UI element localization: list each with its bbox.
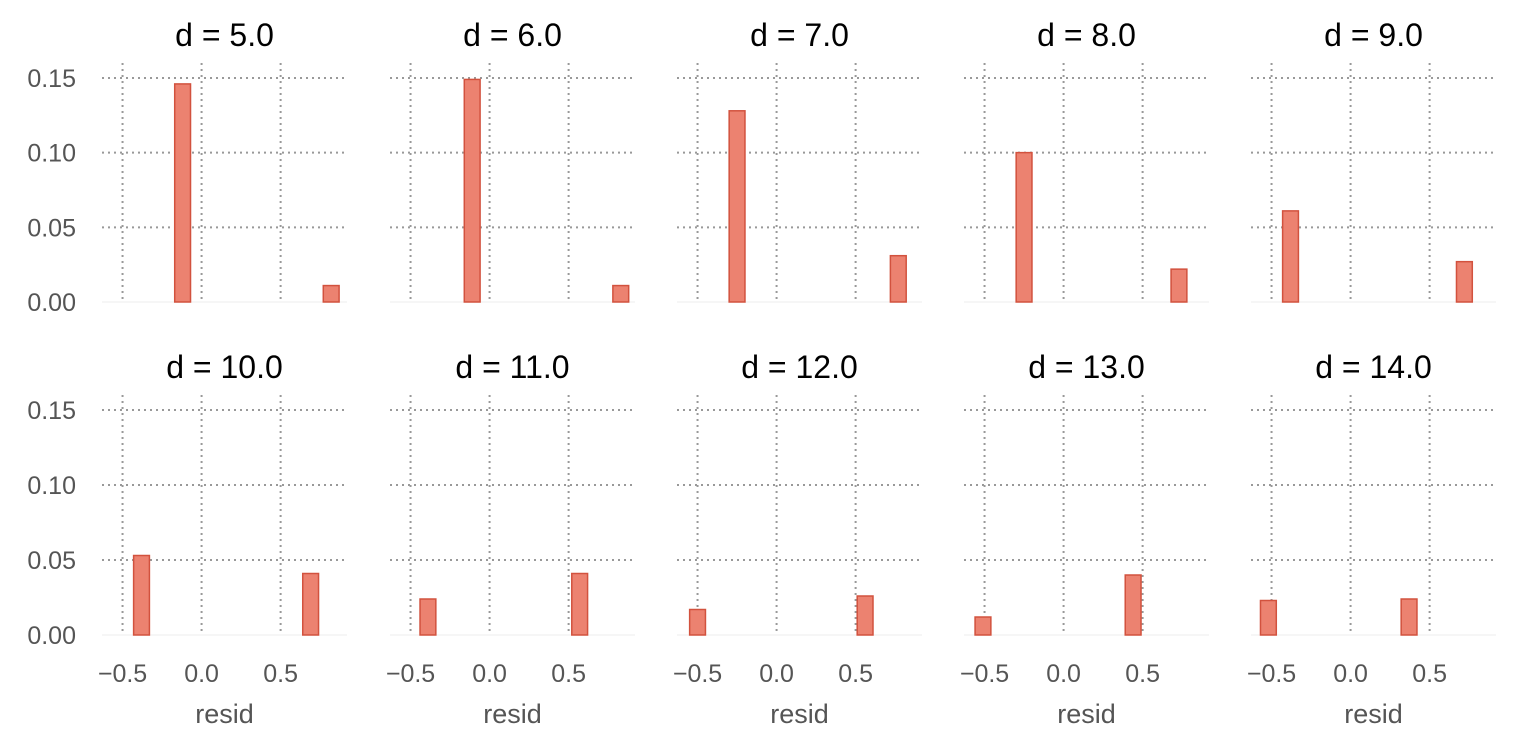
x-tick-label: 0.0 — [759, 660, 794, 688]
panel-title: d = 10.0 — [166, 349, 283, 385]
x-axis-label: resid — [1344, 699, 1403, 729]
y-tick-label: 0.10 — [27, 140, 76, 168]
panel-title: d = 6.0 — [463, 17, 562, 53]
y-tick-label: 0.00 — [27, 622, 76, 650]
x-tick-label: −0.5 — [98, 660, 147, 688]
histogram-bar — [688, 608, 707, 636]
panel-title: d = 11.0 — [455, 349, 569, 385]
panel-5: d = 9.0 — [1251, 17, 1496, 303]
histogram-bar — [1455, 260, 1474, 303]
panel-1: d = 5.0 0.00 0.05 0.10 0.15 — [27, 17, 347, 317]
histogram-bar — [1259, 599, 1278, 636]
x-tick-label: 0.0 — [1333, 660, 1368, 688]
histogram-bar — [1170, 268, 1188, 303]
x-tick-label: −0.5 — [673, 660, 722, 688]
histogram-bar — [612, 284, 630, 303]
panel-6: d = 10.0 0.00 0.05 0.10 0.15 −0.5 0.0 0.5 resid — [27, 349, 347, 729]
x-tick-label: −0.5 — [386, 660, 435, 688]
histogram-bar — [1400, 598, 1418, 636]
x-tick-label: 0.5 — [551, 660, 586, 688]
histogram-bar — [1124, 574, 1142, 636]
panel-4: d = 8.0 — [964, 17, 1209, 303]
x-tick-label: 0.5 — [263, 660, 298, 688]
panel-title: d = 13.0 — [1028, 349, 1145, 385]
panel-10: d = 14.0 −0.5 0.0 0.5 resid — [1247, 349, 1496, 729]
panel-title: d = 14.0 — [1315, 349, 1432, 385]
histogram-bar — [419, 598, 437, 636]
panel-title: d = 7.0 — [750, 17, 849, 53]
x-axis-label: resid — [483, 699, 542, 729]
histogram-bar — [173, 83, 192, 303]
x-axis-label: resid — [1057, 699, 1116, 729]
panel-title: d = 12.0 — [741, 349, 858, 385]
histogram-bar — [571, 572, 589, 636]
panel-7: d = 11.0 −0.5 0.0 0.5 resid — [386, 349, 635, 729]
histogram-bar — [322, 284, 340, 303]
histogram-bar — [889, 254, 907, 303]
histogram-bar — [301, 572, 320, 636]
panel-title: d = 9.0 — [1324, 17, 1423, 53]
x-tick-label: 0.0 — [184, 660, 219, 688]
histogram-bar — [1281, 210, 1300, 303]
histogram-bar — [974, 616, 992, 636]
histogram-bar — [132, 554, 151, 636]
x-tick-label: 0.5 — [1125, 660, 1160, 688]
panel-3: d = 7.0 — [677, 17, 922, 303]
y-tick-label: 0.05 — [27, 214, 76, 242]
y-tick-label: 0.00 — [27, 289, 76, 317]
histogram-bar — [728, 110, 746, 303]
y-tick-label: 0.15 — [27, 65, 76, 93]
x-tick-label: 0.0 — [472, 660, 507, 688]
panel-8: d = 12.0 −0.5 0.0 0.5 resid — [673, 349, 922, 729]
panel-2: d = 6.0 — [390, 17, 635, 303]
y-tick-label: 0.15 — [27, 397, 76, 425]
y-tick-label: 0.10 — [27, 472, 76, 500]
panel-title: d = 5.0 — [175, 17, 274, 53]
panel-9: d = 13.0 −0.5 0.0 0.5 resid — [960, 349, 1209, 729]
x-tick-label: −0.5 — [960, 660, 1009, 688]
histogram-bar — [1015, 151, 1033, 303]
x-axis-label: resid — [195, 699, 254, 729]
x-tick-label: 0.5 — [1412, 660, 1447, 688]
histogram-bar — [463, 78, 481, 303]
histogram-bar — [856, 595, 874, 636]
x-tick-label: −0.5 — [1247, 660, 1296, 688]
y-tick-label: 0.05 — [27, 547, 76, 575]
panel-title: d = 8.0 — [1037, 17, 1136, 53]
x-tick-label: 0.0 — [1046, 660, 1081, 688]
x-axis-label: resid — [770, 699, 829, 729]
x-tick-label: 0.5 — [838, 660, 873, 688]
